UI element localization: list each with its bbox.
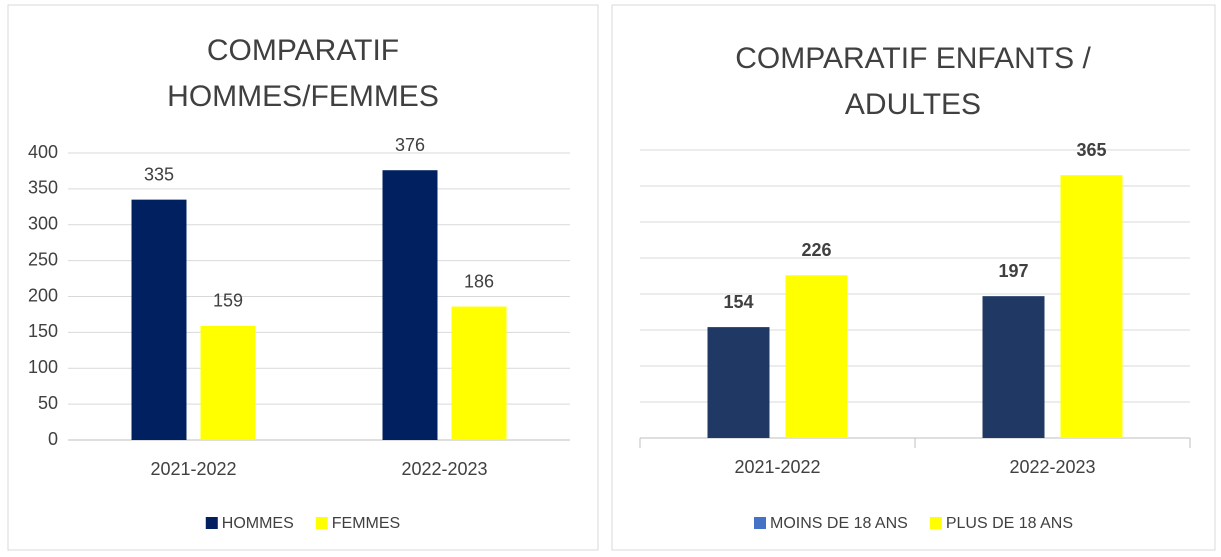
x-tick-label: 2022-2023 [401, 459, 487, 479]
x-tick-label: 2021-2022 [734, 457, 820, 477]
bar [982, 296, 1045, 438]
chart-title: COMPARATIF HOMMES/FEMMES [167, 34, 439, 113]
bar [131, 199, 187, 440]
legend-label: HOMMES [222, 515, 294, 532]
chart-panel [611, 4, 1216, 551]
value-label: 226 [801, 240, 831, 260]
bar [382, 170, 438, 440]
chart-title: COMPARATIF ENFANTS / ADULTES [735, 42, 1091, 121]
value-label: 335 [144, 164, 174, 184]
bar [785, 275, 848, 438]
legend-label: MOINS DE 18 ANS [770, 515, 908, 532]
value-label: 365 [1076, 140, 1106, 160]
y-tick-label: 150 [28, 321, 58, 341]
y-tick-label: 350 [28, 178, 58, 198]
x-tick-label: 2022-2023 [1009, 457, 1095, 477]
y-tick-label: 0 [48, 429, 58, 449]
y-tick-label: 200 [28, 285, 58, 305]
y-tick-label: 100 [28, 357, 58, 377]
y-tick-label: 300 [28, 214, 58, 234]
value-label: 154 [723, 292, 753, 312]
chart-panel [7, 4, 599, 551]
bar [707, 327, 770, 438]
x-tick-label: 2021-2022 [150, 459, 236, 479]
y-tick-label: 50 [38, 393, 58, 413]
value-label: 159 [213, 291, 243, 311]
legend-swatch [205, 517, 218, 529]
value-label: 376 [395, 135, 425, 155]
legend-swatch [929, 517, 942, 529]
value-label: 186 [464, 271, 494, 291]
y-tick-label: 250 [28, 249, 58, 269]
bar [1060, 175, 1123, 438]
legend-label: PLUS DE 18 ANS [946, 515, 1073, 532]
value-label: 197 [998, 261, 1028, 281]
y-tick-label: 400 [28, 142, 58, 162]
legend-label: FEMMES [332, 515, 400, 532]
legend-swatch [754, 517, 766, 529]
bar [451, 306, 507, 440]
bar [200, 325, 256, 440]
legend-swatch [315, 517, 328, 529]
